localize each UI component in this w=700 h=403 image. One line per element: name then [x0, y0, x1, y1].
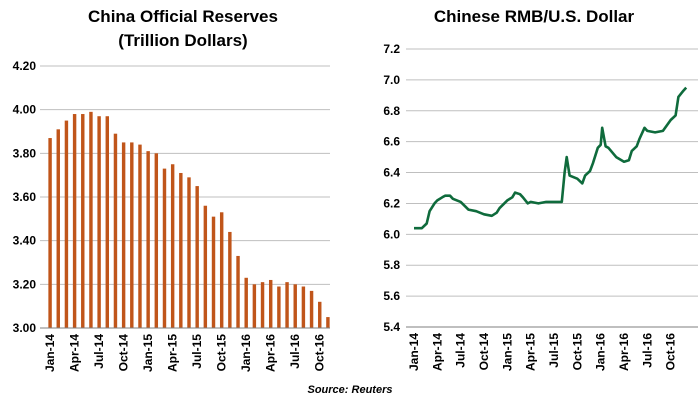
rmb-x-tick-label: Apr-16: [617, 333, 631, 371]
reserves-bar: [228, 231, 232, 328]
reserves-bar: [211, 216, 216, 328]
reserves-x-tick-label: Apr-16: [264, 334, 278, 372]
reserves-x-tick-label: Jan-16: [239, 334, 253, 372]
reserves-bar: [154, 153, 159, 328]
reserves-x-tick-label: Oct-14: [117, 334, 131, 372]
rmb-series-line: [414, 86, 688, 230]
rmb-x-tick-label: Jan-15: [500, 333, 514, 371]
reserves-bar: [72, 114, 77, 329]
rmb-y-tick-label: 5.8: [383, 258, 400, 272]
reserves-bar: [97, 116, 101, 328]
reserves-bar: [244, 277, 248, 328]
reserves-bar: [105, 116, 110, 328]
reserves-bar: [146, 151, 150, 328]
reserves-bar: [89, 111, 93, 328]
reserves-x-tick-label: Apr-14: [68, 334, 82, 372]
reserves-bar: [64, 120, 69, 328]
reserves-bar: [162, 168, 167, 328]
rmb-x-tick-label: Jul-16: [640, 333, 654, 368]
rmb-x-tick-label: Apr-14: [430, 333, 444, 371]
reserves-x-tick-label: Oct-16: [313, 334, 327, 372]
reserves-y-tick-label: 4.00: [13, 103, 37, 117]
reserves-x-tick-label: Jul-15: [190, 334, 204, 369]
reserves-bar: [309, 290, 314, 328]
reserves-x-tick-label: Jul-16: [288, 334, 302, 369]
rmb-y-tick-label: 5.4: [383, 320, 400, 334]
reserves-bar: [113, 133, 118, 328]
rmb-x-tick-label: Jan-16: [594, 333, 608, 371]
reserves-x-axis-ticks: Jan-14 Apr-14 Jul-14 Oct-14 Jan-15 Apr-15 Jul-…: [43, 334, 327, 372]
reserves-chart: China Official Reserves (Trillion Dollar…: [13, 7, 330, 372]
reserves-x-tick-label: Jul-14: [92, 334, 106, 369]
rmb-y-tick-label: 7.2: [383, 42, 400, 56]
rmb-y-tick-label: 6.4: [383, 166, 400, 180]
reserves-y-tick-label: 3.20: [13, 277, 37, 291]
reserves-bar: [138, 144, 142, 328]
reserves-bar: [81, 114, 85, 329]
reserves-bar: [277, 286, 281, 328]
reserves-bar: [121, 142, 126, 328]
rmb-x-tick-label: Jan-14: [407, 333, 421, 371]
reserves-title-line-1: China Official Reserves: [88, 7, 278, 26]
rmb-y-tick-label: 7.0: [383, 73, 400, 87]
rmb-x-tick-label: Oct-15: [570, 333, 584, 371]
rmb-gridlines: [406, 48, 698, 297]
reserves-bar: [203, 205, 208, 328]
reserves-bars: [48, 111, 330, 329]
rmb-y-tick-label: 6.6: [383, 135, 400, 149]
reserves-x-tick-label: Jan-15: [141, 334, 155, 372]
reserves-x-tick-label: Jan-14: [43, 334, 57, 372]
reserves-bar: [195, 186, 199, 328]
reserves-bar: [252, 284, 257, 328]
rmb-x-tick-label: Apr-15: [524, 333, 538, 371]
rmb-y-tick-label: 6.8: [383, 104, 400, 118]
reserves-bar: [301, 286, 306, 328]
rmb-x-tick-label: Jul-15: [547, 333, 561, 368]
rmb-x-axis-ticks: Jan-14 Apr-14 Jul-14 Oct-14 Jan-15 Apr-15 Jul-…: [407, 333, 678, 371]
source-note: Source: Reuters: [307, 384, 393, 396]
reserves-bar: [179, 172, 183, 328]
reserves-bar: [285, 282, 289, 328]
rmb-y-axis-ticks: 5.4 5.6 5.8 6.0 6.2 6.4 6.6 6.8 7.0 7.2: [383, 42, 400, 334]
reserves-y-tick-label: 3.60: [13, 190, 37, 204]
reserves-bar: [236, 255, 240, 328]
rmb-title: Chinese RMB/U.S. Dollar: [434, 7, 635, 26]
reserves-bar: [268, 279, 273, 328]
reserves-bar: [56, 129, 60, 328]
rmb-y-tick-label: 6.2: [383, 196, 400, 210]
reserves-title-line-2: (Trillion Dollars): [118, 31, 247, 50]
reserves-gridlines: [40, 65, 330, 285]
rmb-x-tick-label: Jul-14: [454, 333, 468, 368]
reserves-bar: [187, 177, 191, 328]
rmb-x-tick-label: Oct-16: [664, 333, 678, 371]
reserves-bar: [219, 212, 224, 328]
rmb-x-tick-label: Oct-14: [477, 333, 491, 371]
reserves-bar: [293, 284, 297, 328]
reserves-y-tick-label: 4.20: [13, 59, 37, 73]
reserves-bar: [260, 282, 265, 328]
reserves-y-tick-label: 3.80: [13, 146, 37, 160]
reserves-y-axis-ticks: 3.00 3.20 3.40 3.60 3.80 4.00 4.20: [13, 59, 37, 335]
rmb-y-tick-label: 5.6: [383, 289, 400, 303]
reserves-bar: [170, 164, 175, 328]
reserves-x-tick-label: Oct-15: [215, 334, 229, 372]
reserves-bar: [326, 317, 330, 328]
reserves-x-tick-label: Apr-15: [166, 334, 180, 372]
rmb-chart: Chinese RMB/U.S. Dollar 5.4 5.6 5.8 6.0 6.2 6…: [383, 7, 698, 371]
reserves-bar: [130, 142, 134, 328]
reserves-y-tick-label: 3.00: [13, 321, 37, 335]
reserves-y-tick-label: 3.40: [13, 234, 37, 248]
rmb-y-tick-label: 6.0: [383, 227, 400, 241]
reserves-bar: [318, 301, 322, 328]
reserves-bar: [48, 138, 52, 328]
